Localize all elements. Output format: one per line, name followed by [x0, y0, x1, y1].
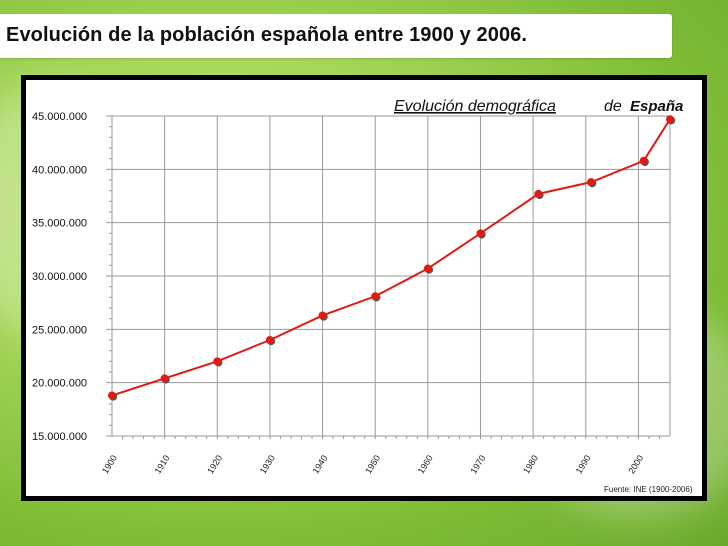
slide-title: Evolución de la población española entre… — [6, 24, 528, 46]
data-point — [639, 156, 648, 165]
chart-title-underlined: Evolución demográfica — [394, 98, 556, 115]
population-line-chart: Evolución demográfica de España Fuente: … — [32, 98, 693, 494]
y-tick-label: 25.000.000 — [32, 324, 87, 336]
data-point — [160, 374, 169, 383]
x-tick-label: 1990 — [574, 453, 593, 475]
x-tick-label: 1950 — [363, 453, 382, 475]
y-tick-label: 30.000.000 — [32, 271, 87, 283]
y-tick-label: 45.000.000 — [32, 111, 87, 123]
x-tick-label: 1910 — [153, 453, 172, 475]
grid-lines — [111, 115, 671, 437]
x-tick-label: 1900 — [100, 453, 119, 475]
data-point — [371, 292, 380, 301]
data-point — [587, 178, 596, 187]
x-tick-label: 1970 — [468, 453, 487, 475]
chart-frame: Evolución demográfica de España Fuente: … — [21, 75, 707, 501]
data-point — [476, 229, 485, 238]
chart-title-country: España — [630, 98, 683, 115]
data-point — [213, 357, 222, 366]
y-tick-label: 15.000.000 — [32, 431, 87, 443]
data-point — [423, 264, 432, 273]
axis-minor-ticks — [106, 115, 660, 439]
x-tick-label: 1930 — [258, 453, 277, 475]
data-point — [534, 189, 543, 198]
x-tick-label: 1920 — [205, 453, 224, 475]
x-tick-label: 1960 — [416, 453, 435, 475]
data-point — [666, 115, 674, 124]
chart-title-connector: de — [604, 98, 622, 115]
data-point — [318, 311, 327, 320]
x-tick-label: 1940 — [310, 453, 329, 475]
y-tick-label: 20.000.000 — [32, 378, 87, 390]
population-series-line — [111, 118, 671, 397]
chart-panel: Evolución demográfica de España Fuente: … — [26, 80, 702, 496]
x-tick-label: 1980 — [521, 453, 540, 475]
data-point — [108, 391, 116, 400]
y-tick-label: 40.000.000 — [32, 164, 87, 176]
y-tick-label: 35.000.000 — [32, 218, 87, 230]
x-tick-label: 2000 — [626, 453, 645, 475]
title-bar: Evolución de la población española entre… — [0, 14, 672, 58]
chart-source-note: Fuente: INE (1900-2006) — [604, 485, 693, 494]
data-point — [265, 336, 274, 344]
